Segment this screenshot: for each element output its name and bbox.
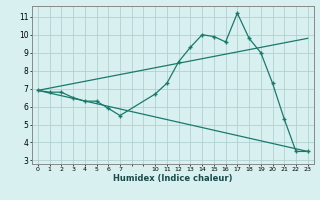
X-axis label: Humidex (Indice chaleur): Humidex (Indice chaleur) — [113, 174, 233, 183]
